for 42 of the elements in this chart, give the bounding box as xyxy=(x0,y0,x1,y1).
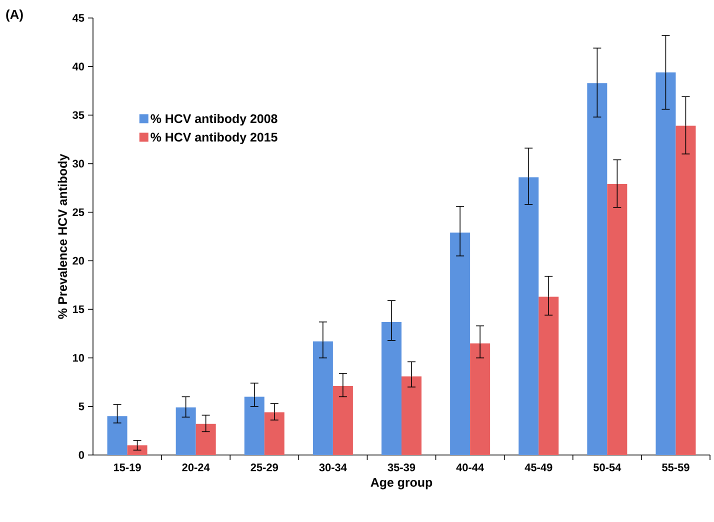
bar xyxy=(332,386,353,455)
bar xyxy=(450,232,470,455)
bar xyxy=(312,341,333,455)
y-tick-label: 10 xyxy=(72,354,84,362)
x-axis-title: Age group xyxy=(370,478,432,490)
y-tick-label: 25 xyxy=(72,208,84,216)
y-tick-label: 30 xyxy=(72,160,84,168)
bar xyxy=(244,396,264,455)
bar xyxy=(127,445,148,455)
bar xyxy=(264,412,284,455)
bar xyxy=(470,343,490,455)
text: (A) xyxy=(6,10,23,22)
x-tick-label: 30-34 xyxy=(319,464,347,472)
x-tick-label: 40-44 xyxy=(456,464,484,472)
bar xyxy=(196,424,216,455)
x-tick-label: 20-24 xyxy=(182,464,210,472)
bar xyxy=(656,72,676,455)
bar xyxy=(587,83,608,455)
x-tick-label: 50-54 xyxy=(594,464,622,472)
bar xyxy=(607,184,628,455)
y-tick-label: 15 xyxy=(72,306,84,314)
y-tick-label: 35 xyxy=(72,111,84,119)
bar xyxy=(676,126,696,455)
y-tick-label: 20 xyxy=(72,256,84,265)
y-tick-label: 40 xyxy=(72,62,84,70)
x-tick-label: 55-59 xyxy=(662,464,690,472)
x-tick-label: 15-19 xyxy=(114,464,141,472)
legend-label: % HCV antibody 2008 xyxy=(150,114,278,126)
x-tick-label: 45-49 xyxy=(524,464,552,472)
y-tick-label: 0 xyxy=(78,451,84,459)
bar xyxy=(538,296,559,455)
y-tick-label: 45 xyxy=(72,14,84,22)
legend-label: % HCV antibody 2015 xyxy=(150,132,278,144)
bar xyxy=(518,177,539,455)
y-tick-label: 5 xyxy=(78,402,84,410)
bar xyxy=(176,407,196,455)
bar xyxy=(382,322,402,455)
bar xyxy=(402,376,422,455)
bar xyxy=(107,416,128,455)
x-tick-label: 25-29 xyxy=(250,464,278,472)
x-tick-label: 35-39 xyxy=(388,464,416,472)
y-axis-title: % Prevalence HCV antibody xyxy=(58,154,70,319)
